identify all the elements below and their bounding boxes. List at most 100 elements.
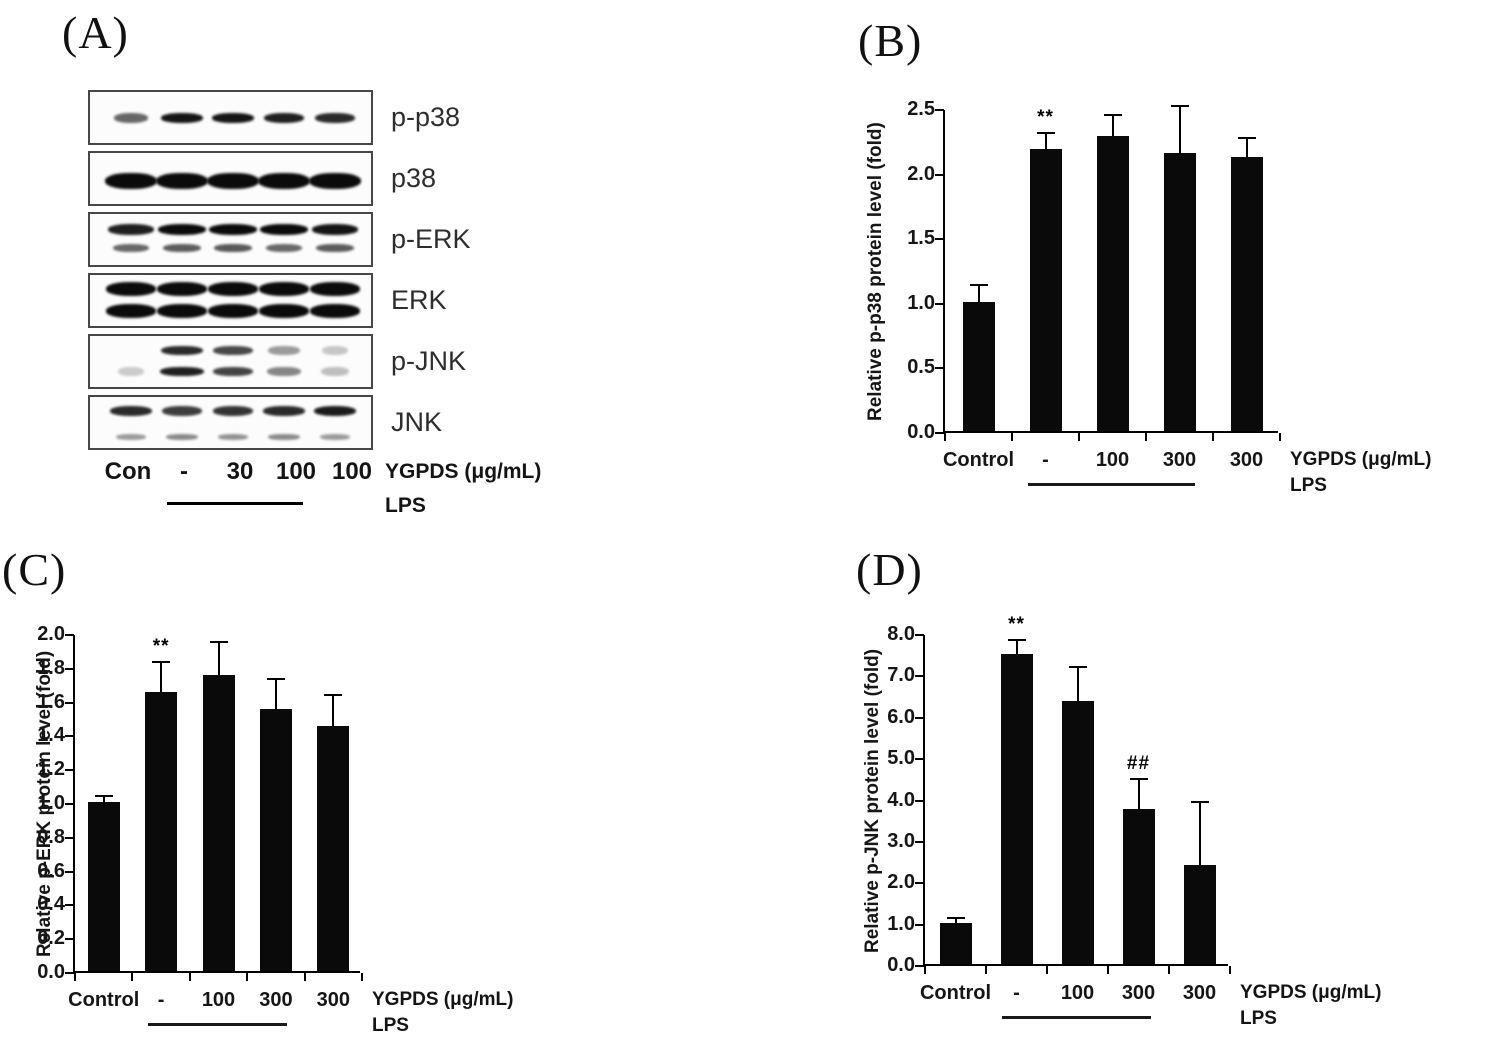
x-tick-mark	[246, 973, 249, 981]
error-bar-cap	[1007, 639, 1026, 642]
blot-lane-axis: Con - 30 100 100 YGPDS (μg/mL) LPS	[88, 456, 568, 534]
blot-band	[212, 113, 254, 124]
significance-annotation: ##	[1126, 752, 1151, 774]
blot-band	[158, 223, 206, 235]
blot-target-label: p-p38	[391, 102, 461, 132]
x-category-label: 300	[1162, 449, 1197, 471]
x-tick-mark	[1229, 966, 1231, 974]
y-tick-mark	[65, 870, 74, 873]
y-tick-mark	[915, 634, 924, 636]
blot-band	[217, 433, 249, 440]
y-tick-label: 0.8	[37, 825, 65, 848]
y-tick-mark	[65, 667, 74, 670]
y-tick-label: 0.0	[37, 961, 65, 983]
error-bar-cap	[152, 661, 171, 664]
blot-band	[315, 113, 355, 124]
error-bar	[1137, 779, 1140, 809]
y-tick-mark	[915, 882, 924, 885]
x-category-label: 100	[1095, 449, 1130, 471]
y-tick-label: 4.0	[887, 788, 915, 811]
blot-band	[321, 345, 349, 355]
x-tick-mark	[1212, 433, 1214, 441]
blot-band	[208, 304, 258, 319]
y-tick-label: 0.2	[37, 927, 65, 950]
blot-band	[310, 304, 360, 319]
x-tick-mark	[1078, 433, 1080, 441]
blot-row-p-p38: p-p38	[88, 90, 568, 145]
x-tick-mark	[1107, 966, 1109, 974]
y-tick-label: 1.2	[37, 758, 65, 781]
chart-plot-area: 8.0 7.0 6.0 5.0 4.0 3.0 2.0 1.0 0.0 Control ** - 100…	[887, 614, 1381, 1029]
bar-300	[1122, 808, 1155, 964]
y-tick-mark	[65, 972, 74, 974]
blot-band	[163, 244, 201, 253]
panel-a: (A) p-p38 p38 p-ERK ERK p-JNK JNK Con - 30 100 100…	[60, 6, 780, 530]
lane-label: 30	[226, 458, 254, 485]
blot-band	[316, 244, 354, 253]
y-tick-label: 2.0	[887, 871, 915, 894]
error-bar	[274, 680, 277, 710]
chart-p-jnk: Relative p-JNK protein level (fold) 8.0 7.…	[820, 535, 1486, 1029]
blot-band	[157, 282, 207, 297]
y-tick-mark	[915, 923, 924, 926]
blot-target-label: p-JNK	[391, 346, 467, 376]
y-tick-label: 1.4	[37, 724, 65, 747]
panel-d-letter: (D)	[856, 544, 923, 595]
y-tick-mark	[935, 302, 944, 305]
x-category-label: Control	[68, 989, 140, 1011]
blot-band	[110, 406, 152, 417]
x-tick-mark	[74, 973, 76, 981]
blot-band	[265, 244, 303, 253]
panel-c: (C) Relative p-ERK protein level (fold) 2…	[0, 535, 740, 1036]
blot-target-label: p38	[391, 163, 437, 193]
error-bar	[217, 643, 220, 676]
blot-band	[268, 433, 300, 440]
blot-membrane-p-p38	[88, 90, 373, 145]
ygpds-unit-label: YGPDS (μg/mL)	[372, 989, 514, 1010]
blot-band	[263, 406, 305, 417]
blot-row-p-jnk: p-JNK	[88, 334, 568, 389]
error-bar-cap	[969, 284, 988, 287]
y-tick-label: 0.0	[907, 421, 935, 443]
y-tick-label: 0.6	[37, 859, 65, 882]
x-tick-mark	[188, 973, 191, 981]
error-bar	[1111, 115, 1114, 137]
bar-control	[962, 301, 995, 431]
x-category-label: 300	[1121, 982, 1156, 1004]
lps-group-underline	[1028, 483, 1195, 486]
x-tick-mark	[1046, 966, 1048, 974]
ygpds-unit-label: YGPDS (μg/mL)	[1240, 982, 1382, 1003]
error-bar	[1015, 641, 1018, 654]
blot-band	[117, 366, 145, 376]
y-tick-label: 0.5	[907, 356, 935, 379]
bar-100	[202, 675, 235, 971]
blot-target-label: ERK	[391, 285, 447, 315]
bar-300	[1183, 864, 1216, 964]
y-tick-label: 8.0	[887, 623, 915, 645]
error-bar	[1178, 106, 1181, 154]
blot-band	[212, 366, 254, 376]
y-tick-mark	[65, 634, 74, 636]
y-tick-label: 2.0	[37, 623, 65, 645]
western-blot-figure: p-p38 p38 p-ERK ERK p-JNK JNK Con - 30 100 100 YGPD…	[88, 90, 568, 534]
blot-band	[321, 366, 349, 376]
blot-row-p-erk: p-ERK	[88, 212, 568, 267]
lps-group-underline	[167, 502, 303, 505]
lps-group-underline	[1002, 1016, 1151, 1019]
x-tick-mark	[361, 973, 363, 981]
x-category-label: -	[1042, 449, 1049, 471]
panel-b: (B) Relative p-p38 protein level (fold) 2…	[850, 10, 1486, 530]
significance-annotation: **	[1008, 614, 1025, 636]
significance-annotation: **	[152, 636, 170, 658]
y-tick-label: 1.5	[907, 227, 935, 250]
x-tick-mark	[131, 973, 134, 981]
blot-row-erk: ERK	[88, 273, 568, 328]
lane-label: 100	[275, 458, 317, 485]
blot-band	[267, 366, 301, 376]
x-tick-mark	[303, 973, 306, 981]
error-bar	[954, 918, 957, 923]
y-tick-label: 1.0	[37, 792, 65, 814]
blot-band	[319, 433, 351, 440]
bar-lps-only	[1000, 653, 1033, 964]
blot-band	[259, 304, 309, 319]
